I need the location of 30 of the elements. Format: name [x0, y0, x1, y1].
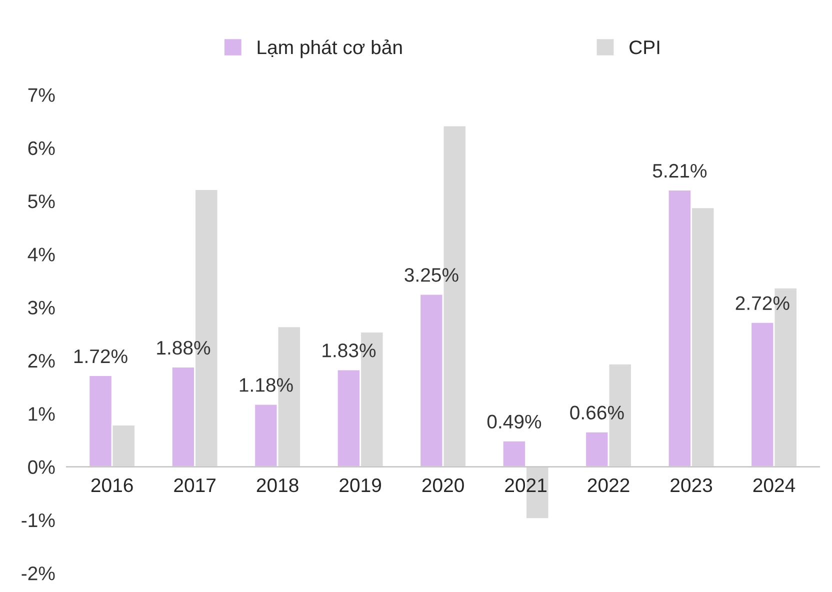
- x-tick-label: 2020: [422, 478, 464, 492]
- x-tick-label: 2017: [174, 478, 216, 492]
- data-label: 0.66%: [570, 406, 624, 420]
- data-label: 0.49%: [487, 414, 542, 429]
- x-tick-label: 2016: [91, 478, 133, 492]
- y-tick-label: 3%: [28, 300, 55, 315]
- legend-label: Lạm phát cơ bản: [258, 40, 402, 58]
- y-tick-label: 1%: [28, 407, 55, 421]
- data-label: 1.18%: [240, 378, 293, 392]
- x-tick-label: 2021: [505, 478, 546, 492]
- data-label: 1.72%: [74, 349, 128, 364]
- legend-label: CPI: [630, 40, 660, 54]
- data-label: 1.88%: [157, 340, 210, 355]
- x-tick-label: 2019: [340, 478, 382, 492]
- y-tick-label: 0%: [28, 460, 55, 474]
- y-tick-label: 6%: [28, 141, 55, 156]
- data-label: 5.21%: [652, 164, 707, 178]
- x-tick-label: 2024: [753, 478, 796, 492]
- x-tick-label: 2022: [588, 478, 630, 492]
- data-label: 2.72%: [736, 296, 790, 310]
- x-tick-label: 2018: [256, 478, 298, 492]
- data-label: 3.25%: [404, 268, 458, 282]
- data-label: 1.83%: [322, 344, 376, 358]
- y-tick-label: 7%: [28, 88, 55, 102]
- y-tick-label: -2%: [22, 566, 55, 580]
- x-tick-label: 2023: [670, 478, 712, 492]
- y-tick-label: 5%: [28, 194, 55, 208]
- y-tick-label: -1%: [22, 513, 55, 528]
- y-tick-label: 4%: [28, 248, 55, 262]
- y-tick-label: 2%: [28, 354, 55, 368]
